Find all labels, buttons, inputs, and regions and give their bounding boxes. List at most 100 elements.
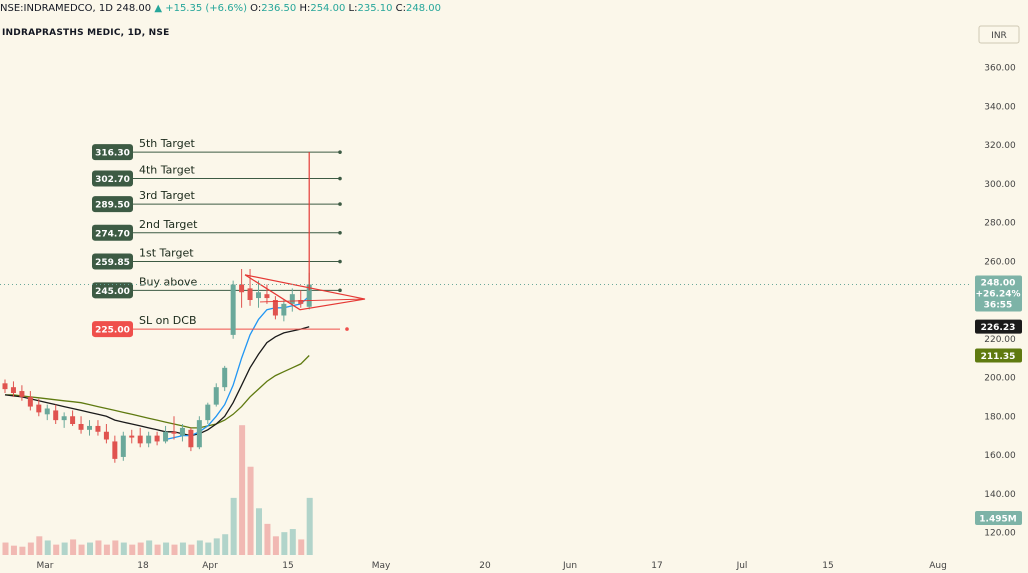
candle-body bbox=[247, 288, 253, 300]
level-tag bbox=[92, 282, 133, 299]
candle-body bbox=[19, 391, 25, 397]
volume-bar bbox=[87, 542, 93, 555]
ema-slow-tag bbox=[975, 348, 1022, 363]
level-tag bbox=[92, 196, 133, 213]
volume-bar bbox=[281, 532, 288, 555]
y-tick-label: 180.00 bbox=[984, 412, 1016, 422]
level-value: 302.70 bbox=[95, 175, 130, 185]
price-change: ▲ +15.35 (+6.6%) bbox=[154, 3, 247, 14]
volume-bar bbox=[129, 544, 136, 555]
volume-bar bbox=[146, 540, 153, 555]
candle-body bbox=[213, 387, 219, 405]
volume-bar bbox=[222, 534, 229, 555]
currency-box[interactable] bbox=[978, 25, 1020, 44]
volume-bar bbox=[171, 544, 178, 555]
candle-body bbox=[53, 410, 59, 421]
level-label: Buy above bbox=[139, 275, 197, 288]
candle-body bbox=[281, 303, 287, 316]
candle-body bbox=[137, 435, 143, 444]
candle-body bbox=[129, 435, 135, 438]
chart-subtitle: INDRAPRASTHS MEDIC, 1D, NSE bbox=[2, 28, 170, 38]
candle-body bbox=[163, 431, 169, 442]
currency-label[interactable]: INR bbox=[991, 31, 1007, 41]
x-tick-label: May bbox=[372, 561, 391, 571]
candle-layer[interactable] bbox=[2, 269, 312, 463]
candle-body bbox=[36, 404, 42, 413]
price-tag-layer: 248.00+26.24%36:55 226.23 211.35 1.495M bbox=[975, 275, 1022, 525]
candle-body bbox=[171, 431, 177, 434]
candle-body bbox=[78, 424, 84, 430]
y-tick-label: 300.00 bbox=[984, 180, 1016, 190]
volume-bar bbox=[230, 497, 237, 555]
axis-layer[interactable]: INR 120.00 140.00 160.00 180.00 200.00 220.00… bbox=[37, 25, 1020, 571]
high-value: 254.00 bbox=[310, 3, 346, 14]
last-price: 248.00 bbox=[116, 3, 152, 14]
last-price-change: +26.24% bbox=[975, 290, 1020, 300]
bar-countdown: 36:55 bbox=[984, 301, 1013, 311]
level-tag bbox=[92, 224, 133, 241]
candle-body bbox=[44, 408, 50, 415]
y-tick-label: 200.00 bbox=[984, 374, 1016, 384]
candle-body bbox=[188, 429, 194, 448]
level-endpoint bbox=[338, 259, 342, 264]
ema-mid-line bbox=[4, 326, 310, 437]
open-label: O: bbox=[250, 3, 262, 14]
volume-bar bbox=[163, 542, 170, 555]
symbol-name[interactable]: NSE:INDRAMEDCO, 1D bbox=[0, 3, 113, 14]
x-tick-label: 15 bbox=[822, 561, 833, 571]
open-value: 236.50 bbox=[261, 3, 297, 14]
level-tag bbox=[92, 321, 133, 338]
candle-body bbox=[154, 435, 160, 442]
candle-body bbox=[256, 292, 261, 299]
volume-layer bbox=[2, 425, 313, 555]
level-value: 316.30 bbox=[95, 149, 130, 159]
volume-bar bbox=[247, 466, 254, 555]
volume-bar bbox=[306, 497, 313, 555]
volume-bar bbox=[154, 544, 161, 555]
volume-bar bbox=[10, 545, 17, 555]
candle-body bbox=[103, 431, 109, 440]
volume-bar bbox=[112, 540, 119, 555]
level-tag bbox=[92, 253, 133, 270]
candle-body bbox=[10, 387, 16, 393]
volume-bar bbox=[2, 542, 9, 555]
low-value: 235.10 bbox=[357, 3, 393, 14]
volume-bar bbox=[137, 542, 144, 555]
candle-body bbox=[27, 396, 33, 407]
volume-bar bbox=[256, 508, 262, 555]
volume-bar bbox=[205, 542, 212, 555]
level-label: 4th Target bbox=[139, 164, 195, 177]
volume-bar bbox=[103, 544, 110, 555]
level-endpoint bbox=[345, 327, 349, 331]
x-tick-label: Mar bbox=[37, 561, 54, 571]
volume-bar bbox=[264, 523, 271, 555]
symbol-info-bar: NSE:INDRAMEDCO, 1D 248.00 ▲ +15.35 (+6.6… bbox=[0, 0, 1028, 18]
level-value: 245.00 bbox=[95, 287, 130, 297]
level-endpoint bbox=[338, 288, 342, 293]
level-label: 2nd Target bbox=[139, 218, 198, 231]
volume-bar bbox=[27, 542, 34, 555]
y-tick-label: 220.00 bbox=[984, 335, 1016, 345]
candle-body bbox=[120, 435, 126, 457]
level-tag bbox=[92, 144, 133, 161]
level-endpoint bbox=[338, 230, 342, 235]
x-tick-label: 15 bbox=[282, 561, 293, 571]
ema-slow-line bbox=[5, 355, 310, 429]
drawing-layer[interactable] bbox=[0, 152, 972, 311]
x-tick-label: Jul bbox=[736, 561, 748, 571]
level-value: 289.50 bbox=[95, 201, 130, 211]
volume-bar bbox=[78, 544, 85, 555]
candle-body bbox=[95, 425, 101, 432]
candle-body bbox=[87, 425, 92, 430]
triangle-pattern bbox=[244, 274, 366, 311]
last-price-tag bbox=[975, 275, 1022, 312]
level-label: 3rd Target bbox=[139, 189, 196, 202]
level-layer: 316.30 5th Target 302.70 4th Target 289.50 3r… bbox=[92, 137, 349, 338]
level-endpoint bbox=[338, 176, 342, 181]
candle-body bbox=[61, 416, 67, 421]
level-label: SL on DCB bbox=[139, 314, 197, 327]
y-tick-label: 140.00 bbox=[984, 490, 1016, 500]
close-label: C: bbox=[395, 3, 407, 14]
level-value: 225.00 bbox=[95, 326, 130, 336]
